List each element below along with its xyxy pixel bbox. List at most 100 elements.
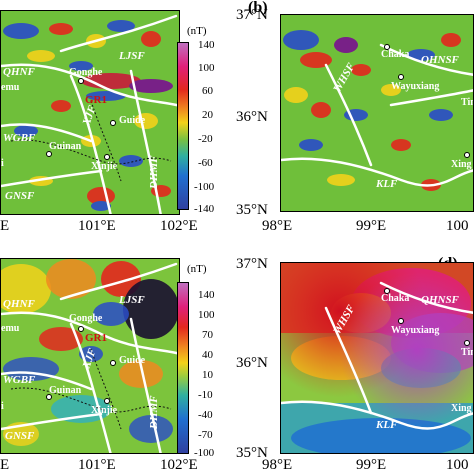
place-label: Guide [119, 115, 146, 126]
place-marker [464, 152, 470, 158]
x-tick: 100 [446, 218, 469, 234]
place-label: Ting [461, 97, 474, 108]
place-label: Xinjie [91, 405, 118, 416]
colorbar-tick: -60 [198, 157, 213, 169]
colorbar [177, 42, 189, 210]
fault-line [379, 43, 473, 76]
colorbar-tick: 140 [198, 39, 215, 51]
x-tick: 99°E [356, 218, 387, 234]
fault-label: DHMF [148, 395, 160, 430]
gr1-label: GR1 [85, 94, 107, 106]
fault-label: WGBF [3, 132, 36, 144]
y-tick: 36°N [236, 355, 268, 371]
y-tick: 36°N [236, 109, 268, 125]
panel-label: (b) [248, 0, 268, 16]
place-label: Wayuxiang [391, 325, 439, 336]
place-label: Xing [451, 403, 472, 414]
place-marker [46, 151, 52, 157]
colorbar [177, 282, 189, 454]
fault-label: WGBF [3, 374, 36, 386]
fault-label: KLF [375, 419, 398, 431]
fault-label: GNSF [5, 190, 35, 202]
x-tick: 102°E [160, 218, 198, 234]
x-tick: 101°E [78, 457, 116, 473]
place-label: Guide [119, 355, 146, 366]
colorbar-tick: 40 [202, 349, 213, 361]
colorbar-tick: -10 [198, 389, 213, 401]
panel-a-magnetic-field: QHNF LJSF XJF DHMF WGBF GNSF Gonghe Guid… [1, 11, 179, 214]
fault-line [129, 69, 162, 214]
fault-line [59, 14, 178, 53]
panel-a-map: QHNF LJSF XJF DHMF WGBF GNSF Gonghe Guid… [0, 10, 180, 215]
fault-label: GNSF [5, 430, 35, 442]
place-label: Xinjie [91, 161, 118, 172]
fault-line [281, 157, 473, 187]
fault-line [69, 74, 112, 214]
colorbar-tick: 100 [198, 309, 215, 321]
x-tick: 101°E [78, 218, 116, 234]
colorbar-tick: 140 [198, 289, 215, 301]
colorbar-tick: 70 [202, 329, 213, 341]
fault-label: QHNF [3, 66, 35, 78]
x-tick: 100 [446, 457, 469, 473]
colorbar-tick: 60 [202, 85, 213, 97]
fault-label: LJSF [118, 50, 145, 62]
fault-line [389, 89, 473, 107]
fault-line [1, 63, 179, 107]
fault-line [324, 63, 373, 167]
place-label: i [1, 401, 4, 412]
colorbar-unit: (nT) [187, 25, 207, 37]
place-marker [78, 78, 84, 84]
x-tick: E [0, 218, 10, 234]
place-marker [104, 154, 110, 160]
y-tick: 35°N [236, 202, 268, 218]
fault-label: DHMF [148, 155, 160, 190]
y-tick: 37°N [236, 7, 268, 23]
place-label: Guinan [49, 385, 82, 396]
fault-label: QHNSF [421, 54, 460, 66]
colorbar-tick: -140 [194, 203, 215, 215]
place-label: Wayuxiang [391, 81, 439, 92]
place-label: emu [1, 82, 20, 93]
gr1-label: GR1 [85, 332, 107, 344]
x-tick: E [0, 457, 10, 473]
y-tick: 35°N [236, 445, 268, 461]
panel-c-map: QHNF LJSF XJF DHMF WGBF GNSF Gonghe Guid… [0, 258, 180, 454]
colorbar-tick: 20 [202, 109, 213, 121]
colorbar-tick: -100 [194, 181, 215, 193]
place-marker [398, 74, 404, 80]
panel-b-magnetic-field: WHSF QHNSF KLF Chaka Wayuxiang Ting Xing [281, 15, 474, 211]
fault-line [1, 169, 103, 188]
panel-c-magnetic-field: QHNF LJSF XJF DHMF WGBF GNSF Gonghe Guid… [1, 259, 179, 453]
fault-label: LJSF [118, 294, 145, 306]
colorbar-tick: 10 [202, 369, 213, 381]
place-label: Chaka [381, 293, 409, 304]
fault-line [1, 123, 93, 143]
panel-d-map: WHSF QHNSF KLF Chaka Wayuxiang Ting Xing [280, 262, 474, 454]
colorbar-tick: 100 [198, 62, 215, 74]
x-tick: 98°E [262, 457, 293, 473]
fault-label: QHNSF [421, 294, 460, 306]
place-label: Ting [461, 347, 474, 358]
y-tick: 37°N [236, 256, 268, 272]
fault-label: KLF [375, 178, 398, 190]
colorbar-tick: -40 [198, 409, 213, 421]
place-label: Guinan [49, 141, 82, 152]
colorbar-tick: -20 [198, 133, 213, 145]
fault-label: QHNF [3, 298, 35, 310]
place-marker [110, 120, 116, 126]
place-marker [384, 44, 390, 50]
place-label: Gonghe [69, 313, 103, 324]
x-tick: 102°E [160, 457, 198, 473]
place-label: i [1, 158, 4, 169]
colorbar-tick: -100 [194, 447, 215, 459]
panel-b-map: WHSF QHNSF KLF Chaka Wayuxiang Ting Xing [280, 14, 474, 212]
place-label: Chaka [381, 49, 409, 60]
place-label: Gonghe [69, 67, 103, 78]
x-tick: 98°E [262, 218, 293, 234]
place-label: Xing [451, 159, 472, 170]
colorbar-unit: (nT) [187, 263, 207, 275]
x-tick: 99°E [356, 457, 387, 473]
place-label: emu [1, 323, 20, 334]
panel-d-magnetic-field: WHSF QHNSF KLF Chaka Wayuxiang Ting Xing [281, 263, 474, 453]
